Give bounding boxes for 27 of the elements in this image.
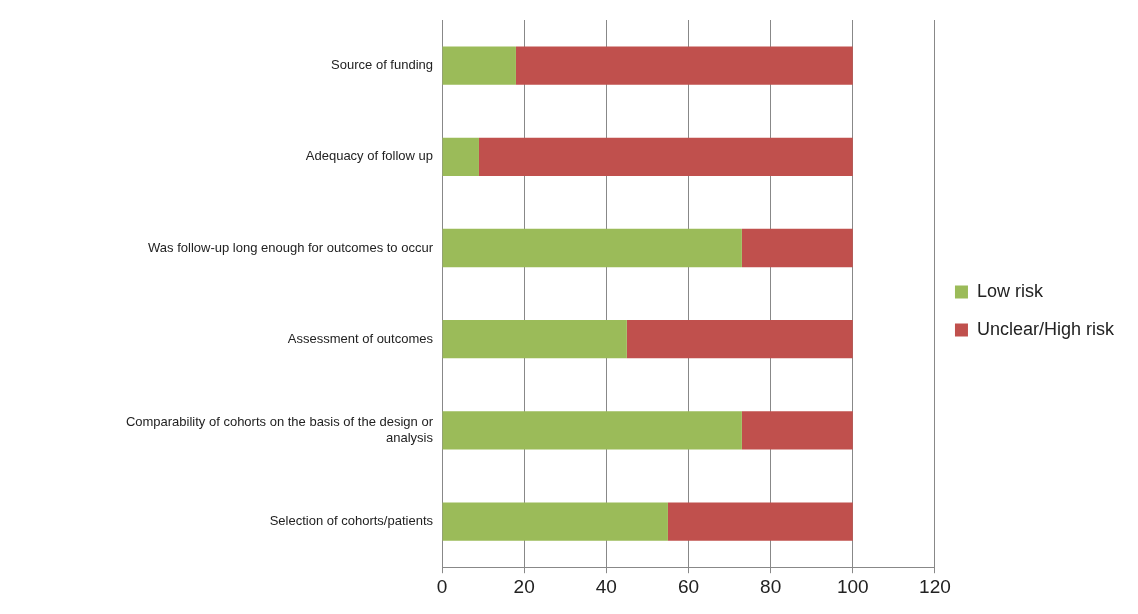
bar xyxy=(442,411,742,450)
x-tick-label: 120 xyxy=(919,575,951,597)
x-tick-label: 40 xyxy=(595,575,617,597)
bar xyxy=(741,411,853,450)
bar xyxy=(478,137,853,176)
y-tick-label: Was follow-up long enough for outcomes to occur xyxy=(148,239,434,255)
bar xyxy=(515,46,853,85)
legend-label: Low risk xyxy=(976,280,1044,301)
y-tick-label: Assessment of outcomes xyxy=(287,330,434,346)
y-tick-label: Source of funding xyxy=(331,57,433,73)
bar xyxy=(626,320,853,359)
x-tick-label: 100 xyxy=(836,575,869,597)
bar xyxy=(442,46,516,85)
x-tick-label: 60 xyxy=(677,575,700,597)
bar xyxy=(442,137,479,176)
bar xyxy=(741,228,853,268)
x-tick-label: 20 xyxy=(513,575,535,597)
legend-label: Unclear/High risk xyxy=(976,318,1115,339)
y-tick-label: Comparability of cohorts on the basis of the design or analysis xyxy=(125,414,434,445)
y-tick-label: Adequacy of follow up xyxy=(305,148,433,164)
bar xyxy=(442,228,742,268)
x-tick-label: 80 xyxy=(760,575,782,597)
bar xyxy=(667,502,853,541)
bar xyxy=(442,502,668,541)
x-tick-label: 0 xyxy=(436,575,448,597)
bar xyxy=(442,320,627,359)
y-tick-label: Selection of cohorts/patients xyxy=(269,513,434,529)
